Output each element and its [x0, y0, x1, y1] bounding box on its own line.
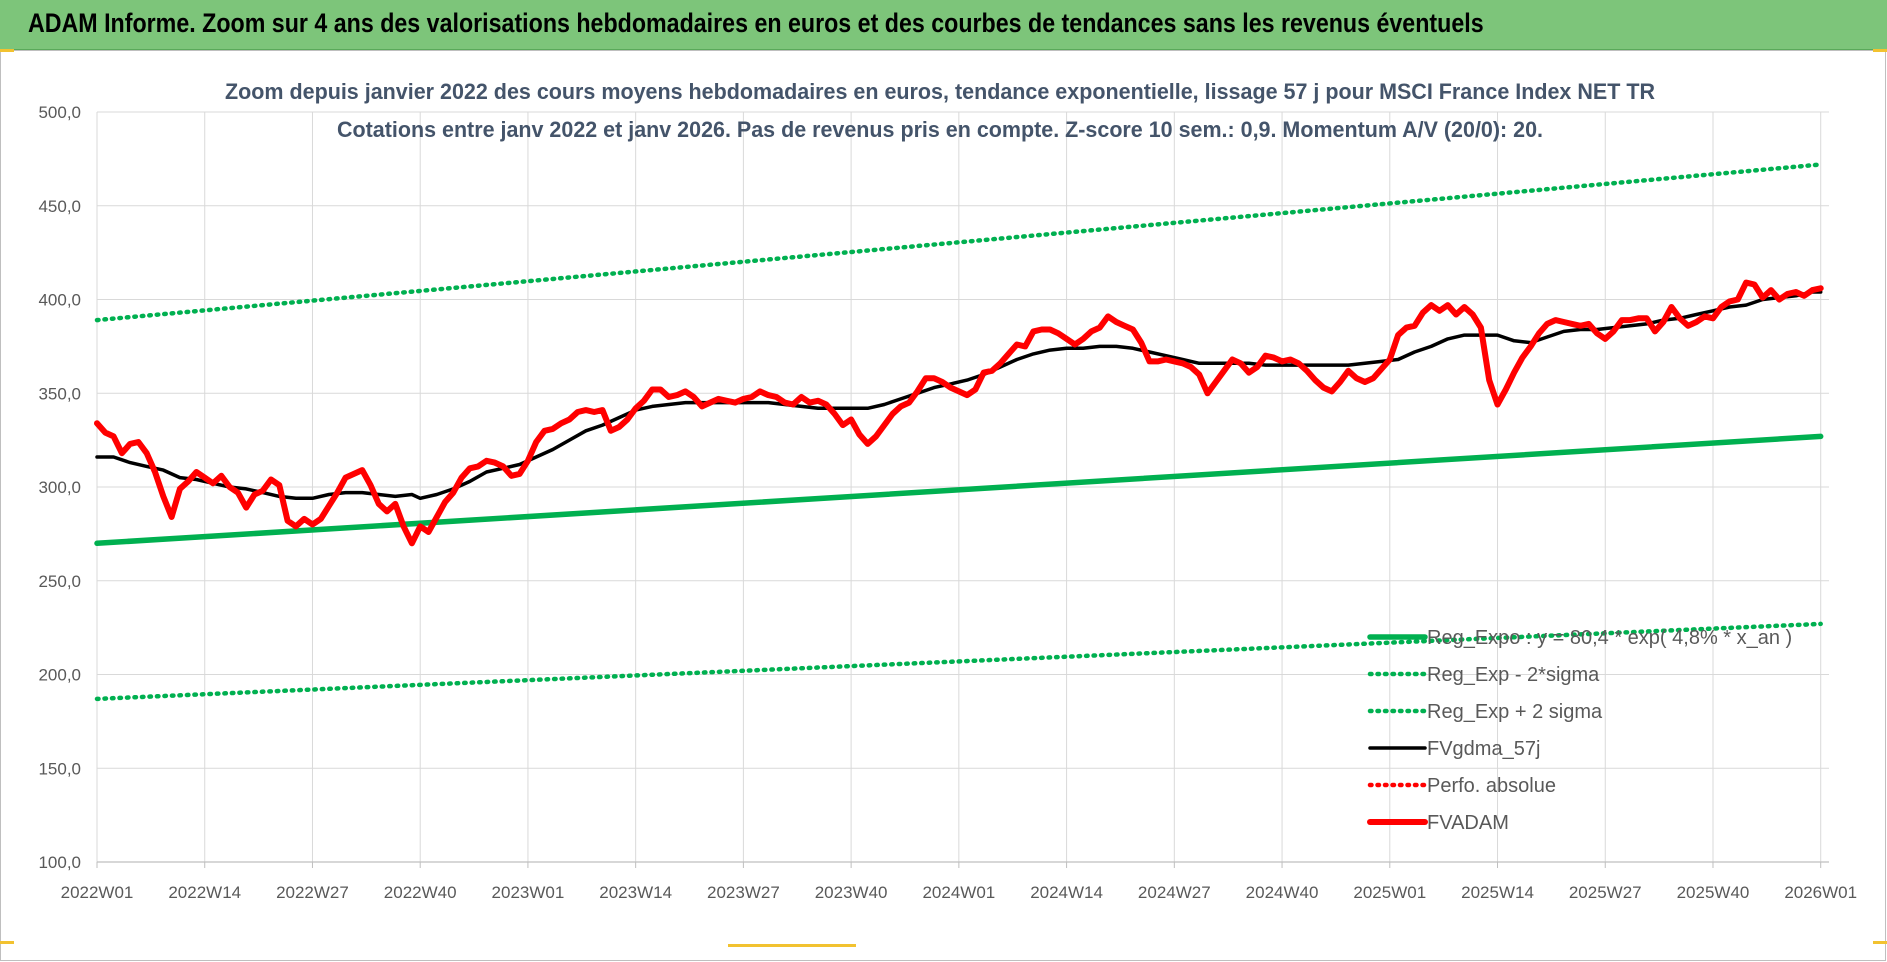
- y-tick-label: 300,0: [38, 478, 81, 497]
- x-tick-label: 2024W01: [922, 883, 995, 902]
- frame-corner-marker-top-right: [1873, 49, 1887, 52]
- series-line-0: [94, 433, 1824, 547]
- x-tick-label: 2026W01: [1784, 883, 1857, 902]
- x-tick-label: 2024W40: [1246, 883, 1319, 902]
- x-tick-label: 2022W14: [168, 883, 241, 902]
- series-lines: [94, 162, 1824, 702]
- series-line-2: [94, 162, 1823, 323]
- x-tick-label: 2022W27: [276, 883, 349, 902]
- x-tick-label: 2023W14: [599, 883, 672, 902]
- chart-frame: [0, 50, 1886, 961]
- legend-label-4: Perfo. absolue: [1427, 775, 1556, 797]
- y-tick-label: 400,0: [38, 291, 81, 310]
- y-tick-label: 500,0: [38, 103, 81, 122]
- x-tick-label: 2025W14: [1461, 883, 1534, 902]
- x-tick-label: 2025W40: [1677, 883, 1750, 902]
- legend-label-5: FVADAM: [1427, 812, 1509, 834]
- chart-subtitle: Cotations entre janv 2022 et janv 2026. …: [337, 117, 1543, 142]
- legend: Reg_Expo : y = 80,4 * exp( 4,8% * x_an )…: [1367, 627, 1792, 834]
- frame-corner-marker-bottom-left: [0, 941, 14, 944]
- y-tick-label: 200,0: [38, 666, 81, 685]
- legend-label-2: Reg_Exp + 2 sigma: [1427, 701, 1603, 723]
- series-line-1: [94, 621, 1823, 702]
- x-tick-label: 2023W40: [815, 883, 888, 902]
- frame-corner-marker-top-left: [0, 49, 14, 52]
- axes: 100,0 150,0 200,0 250,0 300,0 350,0 400,0 450,0…: [38, 103, 1857, 902]
- series-line-5: [94, 279, 1824, 547]
- legend-label-3: FVgdma_57j: [1427, 738, 1540, 760]
- legend-label-1: Reg_Exp - 2*sigma: [1427, 664, 1600, 686]
- y-tick-label: 450,0: [38, 197, 81, 216]
- x-tick-label: 2022W01: [61, 883, 134, 902]
- x-tick-label: 2025W01: [1353, 883, 1426, 902]
- x-tick-label: 2023W27: [707, 883, 780, 902]
- chart-title: Zoom depuis janvier 2022 des cours moyen…: [225, 79, 1655, 104]
- y-tick-label: 100,0: [38, 853, 81, 872]
- header-title: ADAM Informe. Zoom sur 4 ans des valoris…: [28, 8, 1484, 38]
- series-line-3: [95, 290, 1823, 501]
- header-bar: ADAM Informe. Zoom sur 4 ans des valoris…: [0, 0, 1887, 50]
- x-tick-label: 2024W14: [1030, 883, 1103, 902]
- x-tick-label: 2024W27: [1138, 883, 1211, 902]
- x-tick-label: 2025W27: [1569, 883, 1642, 902]
- x-tick-label: 2022W40: [384, 883, 457, 902]
- legend-label-0: Reg_Expo : y = 80,4 * exp( 4,8% * x_an ): [1427, 627, 1792, 649]
- x-tick-label: 2023W01: [492, 883, 565, 902]
- frame-bottom-center-marker: [728, 944, 856, 947]
- y-tick-label: 250,0: [38, 572, 81, 591]
- y-tick-label: 150,0: [38, 759, 81, 778]
- frame-corner-marker-bottom-right: [1873, 941, 1887, 944]
- y-tick-label: 350,0: [38, 384, 81, 403]
